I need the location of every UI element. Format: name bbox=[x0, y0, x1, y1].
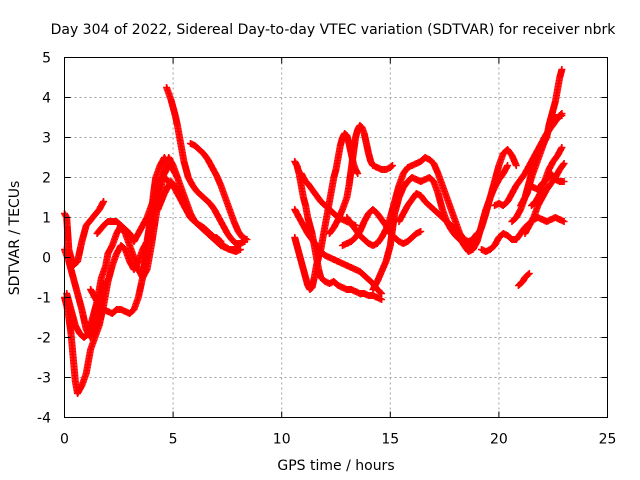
x-tick-label: 25 bbox=[599, 432, 617, 448]
data-series bbox=[186, 140, 251, 243]
chart-title: Day 304 of 2022, Sidereal Day-to-day VTE… bbox=[51, 22, 617, 38]
data-points bbox=[61, 66, 568, 397]
x-tick-label: 0 bbox=[60, 432, 69, 448]
x-tick-label: 15 bbox=[381, 432, 399, 448]
y-tick-label: -2 bbox=[37, 331, 51, 347]
y-tick-label: -4 bbox=[37, 411, 51, 427]
x-tick-label: 20 bbox=[490, 432, 508, 448]
y-tick-label: 0 bbox=[42, 251, 51, 267]
x-tick-label: 10 bbox=[273, 432, 291, 448]
y-tick-label: -1 bbox=[37, 291, 51, 307]
x-tick-label: 5 bbox=[169, 432, 178, 448]
y-tick-label: -3 bbox=[37, 371, 51, 387]
y-tick-label: 3 bbox=[42, 131, 51, 147]
y-tick-label: 1 bbox=[42, 211, 51, 227]
data-point bbox=[354, 170, 362, 177]
data-series bbox=[297, 170, 360, 229]
y-tick-label: 5 bbox=[42, 51, 51, 67]
data-point bbox=[236, 246, 244, 253]
y-tick-label: 2 bbox=[42, 171, 51, 187]
y-axis-label: SDTVAR / TECUs bbox=[7, 181, 23, 296]
data-point bbox=[378, 296, 386, 303]
x-axis-label: GPS time / hours bbox=[277, 458, 394, 474]
data-series bbox=[163, 84, 249, 247]
data-point bbox=[243, 236, 251, 243]
data-point bbox=[100, 198, 108, 205]
data-series bbox=[154, 178, 244, 255]
y-tick-label: 4 bbox=[42, 91, 51, 107]
